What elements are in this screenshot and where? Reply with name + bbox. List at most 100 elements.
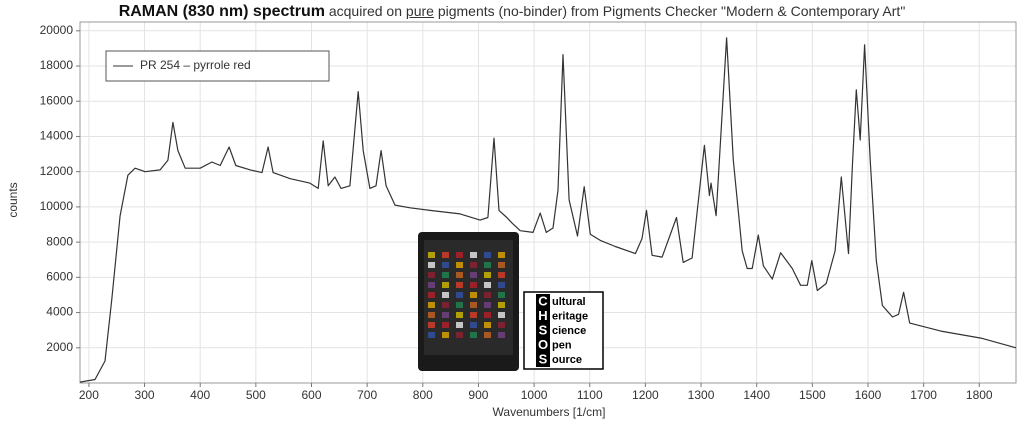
- photo-swatch: [428, 322, 435, 328]
- y-tick-label: 2000: [46, 340, 73, 354]
- legend: PR 254 – pyrrole red: [105, 50, 330, 82]
- photo-swatch: [456, 262, 463, 268]
- x-tick-label: 200: [79, 388, 99, 402]
- y-axis-label: counts: [6, 182, 20, 217]
- photo-swatch: [442, 272, 449, 278]
- photo-swatch: [470, 252, 477, 258]
- photo-swatch: [442, 282, 449, 288]
- spectrum-line: [79, 37, 1017, 383]
- logo-letter: H: [538, 308, 547, 323]
- photo-swatch: [484, 302, 491, 308]
- photo-swatch: [470, 302, 477, 308]
- photo-swatch: [498, 322, 505, 328]
- x-tick-label: 1400: [743, 388, 770, 402]
- legend-entry: PR 254 – pyrrole red: [140, 58, 251, 72]
- photo-swatch: [470, 282, 477, 288]
- x-axis-label: Wavenumbers [1/cm]: [493, 405, 606, 419]
- photo-swatch: [456, 312, 463, 318]
- logo-letter: S: [539, 322, 548, 337]
- photo-swatch: [428, 302, 435, 308]
- logo-word: cience: [552, 325, 586, 337]
- photo-swatch: [456, 322, 463, 328]
- x-tick-label: 400: [190, 388, 210, 402]
- logo-word: ultural: [552, 296, 586, 308]
- photo-swatch: [442, 322, 449, 328]
- y-tick-label: 10000: [40, 199, 74, 213]
- plot-frame: [79, 21, 1017, 384]
- photo-swatch: [456, 282, 463, 288]
- photo-swatch: [428, 262, 435, 268]
- x-tick-label: 1500: [799, 388, 826, 402]
- photo-swatch: [470, 322, 477, 328]
- photo-swatch: [456, 332, 463, 338]
- photo-swatch: [484, 252, 491, 258]
- photo-swatch: [498, 332, 505, 338]
- photo-swatch: [484, 332, 491, 338]
- photo-swatch: [428, 332, 435, 338]
- x-tick-label: 900: [468, 388, 488, 402]
- photo-swatch: [498, 262, 505, 268]
- photo-swatch: [498, 302, 505, 308]
- photo-swatch: [428, 312, 435, 318]
- y-tick-label: 8000: [46, 234, 73, 248]
- title-post: pigments (no-binder) from Pigments Check…: [437, 3, 906, 19]
- y-tick-label: 4000: [46, 305, 73, 319]
- photo-swatch: [428, 292, 435, 298]
- x-tick-label: 1300: [688, 388, 715, 402]
- photo-swatch: [484, 282, 491, 288]
- photo-swatch: [428, 272, 435, 278]
- photo-swatch: [470, 332, 477, 338]
- logo: [523, 291, 604, 370]
- photo-swatch: [442, 262, 449, 268]
- y-tick-label: 18000: [40, 58, 74, 72]
- x-tick-label: 1100: [577, 388, 603, 402]
- series-layer: [79, 37, 1017, 383]
- y-tick-label: 6000: [46, 270, 73, 284]
- photo-swatch: [456, 252, 463, 258]
- x-tick-label: 600: [301, 388, 321, 402]
- photo-swatch: [498, 282, 505, 288]
- photo-swatch: [442, 332, 449, 338]
- x-tick-label: 300: [135, 388, 155, 402]
- photo-swatch: [470, 312, 477, 318]
- y-tick-label: 20000: [40, 23, 74, 37]
- x-tick-label: 500: [246, 388, 266, 402]
- photo-swatch: [456, 272, 463, 278]
- photo-swatch: [498, 292, 505, 298]
- logo-word: pen: [552, 339, 572, 351]
- photo-swatch: [484, 272, 491, 278]
- title-underlined: pure: [405, 3, 434, 19]
- x-tick-label: 1600: [855, 388, 882, 402]
- photo-swatch: [484, 292, 491, 298]
- x-tick-label: 700: [357, 388, 377, 402]
- y-tick-label: 12000: [40, 164, 74, 178]
- y-tick-label: 16000: [40, 93, 74, 107]
- x-tick-label: 800: [413, 388, 433, 402]
- logo-letter: O: [538, 337, 548, 352]
- photo-swatch: [498, 312, 505, 318]
- photo-swatch: [470, 272, 477, 278]
- x-tick-label: 1200: [632, 388, 659, 402]
- logo-word: eritage: [552, 310, 588, 322]
- photo-swatch: [484, 262, 491, 268]
- x-tick-label: 1800: [966, 388, 993, 402]
- photo-swatch: [456, 292, 463, 298]
- photo-swatch: [442, 312, 449, 318]
- title-pre: acquired on: [328, 3, 403, 19]
- photo-swatch: [484, 312, 491, 318]
- photo-swatch: [428, 252, 435, 258]
- chart-title: RAMAN (830 nm) spectrum acquired on pure…: [0, 3, 1024, 21]
- title-main: RAMAN (830 nm) spectrum: [118, 3, 325, 20]
- photo-swatch: [442, 292, 449, 298]
- photo-swatch: [428, 282, 435, 288]
- x-tick-label: 1700: [910, 388, 937, 402]
- logo-letter: S: [539, 351, 548, 366]
- x-tick-label: 1000: [521, 388, 548, 402]
- photo-swatch: [456, 302, 463, 308]
- photo-swatch: [470, 262, 477, 268]
- photo-swatch: [484, 322, 491, 328]
- photo-swatch: [442, 252, 449, 258]
- logo-letter: C: [538, 293, 548, 308]
